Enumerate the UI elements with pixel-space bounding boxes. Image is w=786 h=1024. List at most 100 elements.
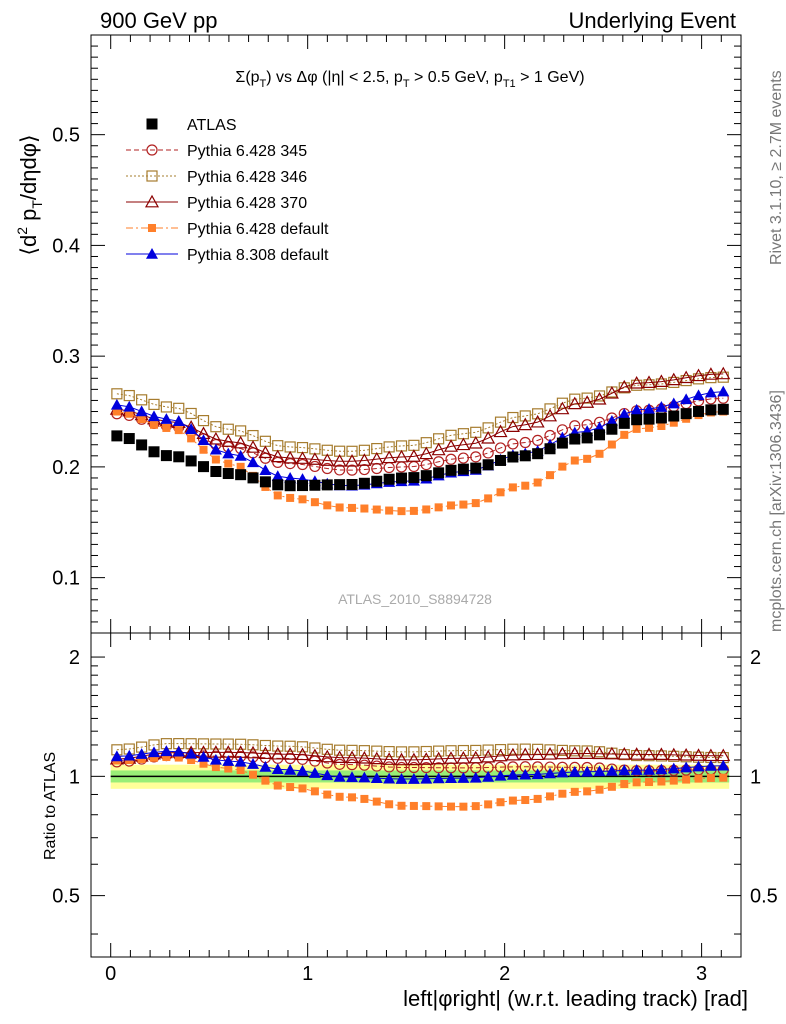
- data-point: [222, 468, 234, 480]
- data-point: [544, 403, 556, 415]
- ratio-data-point: [383, 761, 395, 773]
- ratio-data-point: [655, 750, 667, 762]
- data-point: [507, 438, 519, 450]
- ratio-y-tick-label-right: 2: [750, 647, 761, 669]
- legend-entry: Pythia 8.308 default: [187, 247, 329, 264]
- data-point: [296, 458, 309, 471]
- data-point: [607, 440, 616, 449]
- ratio-data-point: [308, 767, 321, 778]
- ratio-data-point: [174, 753, 183, 762]
- header-left-label: 900 GeV pp: [100, 8, 218, 33]
- data-point: [235, 425, 247, 437]
- ratio-data-point: [420, 745, 432, 758]
- data-point: [110, 398, 123, 410]
- ratio-data-point: [346, 759, 358, 771]
- data-point: [344, 454, 360, 467]
- data-point: [371, 475, 383, 487]
- data-point: [655, 412, 667, 424]
- data-point: [593, 390, 606, 402]
- ratio-data-point: [309, 742, 321, 754]
- data-point: [199, 445, 208, 454]
- ratio-data-point: [395, 746, 408, 758]
- ratio-data-point: [570, 787, 579, 796]
- ratio-data-point: [533, 794, 542, 803]
- ratio-data-point: [296, 764, 309, 776]
- ratio-data-point: [258, 746, 273, 760]
- data-point: [470, 451, 482, 463]
- ratio-data-point: [667, 762, 680, 774]
- data-point: [592, 391, 607, 405]
- ratio-data-point: [679, 747, 694, 761]
- data-point: [309, 479, 321, 491]
- data-point: [334, 464, 346, 476]
- data-point: [111, 430, 123, 442]
- data-point: [555, 401, 570, 415]
- ratio-data-point: [494, 769, 507, 781]
- data-point: [112, 407, 121, 416]
- ratio-data-point: [530, 747, 545, 761]
- ratio-data-point: [569, 745, 581, 757]
- ratio-data-point: [185, 747, 198, 759]
- data-point: [272, 479, 284, 491]
- y-tick-label: 0.5: [52, 125, 80, 147]
- data-point: [137, 415, 146, 424]
- ratio-data-point: [519, 743, 531, 755]
- ratio-data-point: [447, 802, 456, 811]
- ratio-data-point: [544, 767, 557, 779]
- legend-entry: Pythia 6.428 default: [187, 221, 329, 238]
- data-point: [259, 452, 271, 464]
- data-point: [632, 424, 641, 433]
- ratio-data-point: [371, 745, 383, 757]
- ratio-data-point: [383, 772, 396, 784]
- data-point: [716, 366, 731, 380]
- ratio-data-point: [110, 750, 123, 762]
- ratio-data-point: [419, 752, 434, 765]
- data-point: [544, 443, 556, 455]
- data-point: [245, 440, 261, 453]
- data-point: [409, 506, 418, 515]
- data-point: [604, 386, 619, 399]
- series-line: [116, 373, 724, 462]
- data-point: [309, 460, 321, 473]
- data-point: [221, 434, 236, 447]
- data-point: [618, 382, 630, 394]
- ratio-data-point: [432, 772, 445, 784]
- data-point: [111, 388, 123, 400]
- data-point: [296, 441, 309, 454]
- ratio-data-point: [508, 796, 517, 805]
- ratio-data-point: [296, 741, 309, 753]
- data-point: [456, 437, 471, 451]
- ratio-data-point: [310, 787, 319, 796]
- ratio-data-point: [433, 745, 445, 757]
- y-tick-label: 0.4: [52, 235, 80, 257]
- data-point: [655, 401, 668, 412]
- ratio-data-point: [335, 792, 344, 801]
- ratio-data-point: [595, 785, 604, 794]
- data-point: [445, 453, 457, 465]
- ratio-data-point: [657, 777, 666, 786]
- data-point: [668, 410, 680, 422]
- ratio-data-point: [457, 744, 469, 757]
- ratio-data-point: [187, 756, 196, 765]
- data-point: [507, 411, 519, 424]
- data-point: [420, 437, 432, 449]
- ratio-data-point: [443, 751, 459, 764]
- y-tick-label: 0.2: [52, 457, 80, 479]
- legend-marker: [146, 248, 158, 259]
- data-point: [160, 401, 172, 413]
- data-point: [320, 453, 335, 466]
- ratio-data-point: [546, 792, 555, 801]
- data-point: [210, 421, 222, 433]
- data-point: [222, 447, 235, 459]
- data-point: [348, 503, 357, 512]
- data-point: [125, 409, 134, 418]
- data-point: [173, 451, 185, 463]
- data-point: [123, 400, 136, 412]
- ratio-data-point: [567, 746, 582, 760]
- data-point: [567, 396, 582, 410]
- data-point: [420, 470, 432, 482]
- data-point: [224, 459, 233, 468]
- data-point: [148, 410, 161, 422]
- data-point: [494, 442, 507, 454]
- data-point: [284, 441, 296, 453]
